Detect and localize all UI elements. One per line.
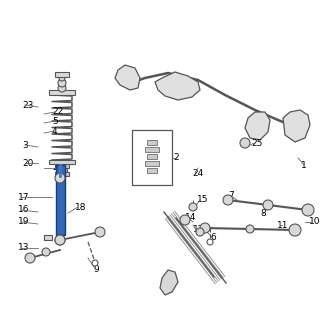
Text: 15: 15	[197, 195, 209, 205]
Text: 14: 14	[185, 214, 196, 222]
Bar	[49, 90, 75, 95]
Text: 9: 9	[93, 266, 99, 275]
Circle shape	[55, 235, 65, 245]
Polygon shape	[160, 270, 178, 295]
Text: 12: 12	[193, 225, 204, 235]
Bar	[55, 172, 69, 176]
Text: 1: 1	[301, 160, 307, 170]
Bar	[57, 168, 67, 172]
Bar	[56, 165, 65, 235]
Bar	[55, 164, 69, 168]
Circle shape	[180, 215, 190, 225]
Circle shape	[42, 248, 50, 256]
Text: 25: 25	[251, 139, 262, 148]
Circle shape	[240, 138, 250, 148]
Text: 18: 18	[75, 203, 86, 212]
Text: 11: 11	[277, 220, 288, 229]
Bar	[55, 72, 69, 77]
Text: 22: 22	[52, 108, 63, 116]
Polygon shape	[115, 65, 140, 90]
Polygon shape	[155, 72, 200, 100]
Circle shape	[302, 204, 314, 216]
Bar	[132, 130, 172, 185]
Bar	[147, 140, 157, 145]
Bar	[145, 161, 159, 166]
Bar	[49, 160, 75, 164]
Circle shape	[92, 260, 98, 266]
Circle shape	[289, 224, 301, 236]
Text: 20: 20	[22, 158, 33, 168]
Text: 10: 10	[309, 217, 320, 226]
Circle shape	[59, 75, 65, 81]
Text: 6: 6	[210, 234, 216, 243]
Text: 3: 3	[22, 141, 28, 149]
Circle shape	[207, 239, 213, 245]
Circle shape	[263, 200, 273, 210]
Circle shape	[95, 227, 105, 237]
Circle shape	[25, 253, 35, 263]
Text: 16: 16	[18, 206, 29, 214]
Text: 8: 8	[260, 209, 266, 217]
Bar	[44, 235, 52, 240]
Text: 13: 13	[18, 244, 29, 252]
Text: 24: 24	[192, 169, 203, 178]
Circle shape	[55, 173, 65, 183]
Text: 17: 17	[18, 192, 29, 202]
Bar	[147, 154, 157, 159]
Circle shape	[58, 79, 66, 87]
Circle shape	[58, 84, 66, 92]
Circle shape	[55, 235, 65, 245]
Bar	[145, 147, 159, 152]
Circle shape	[189, 203, 197, 211]
Text: 23: 23	[22, 101, 33, 110]
Text: 19: 19	[18, 217, 29, 226]
Polygon shape	[245, 112, 270, 140]
Circle shape	[196, 228, 204, 236]
Polygon shape	[283, 110, 310, 142]
Text: 2: 2	[173, 153, 179, 162]
Circle shape	[200, 223, 210, 233]
Text: 4: 4	[52, 126, 58, 136]
Text: 21: 21	[52, 163, 63, 173]
Circle shape	[223, 195, 233, 205]
Text: 7: 7	[228, 191, 234, 201]
Text: 5: 5	[52, 116, 58, 125]
Circle shape	[246, 225, 254, 233]
Bar	[147, 168, 157, 173]
